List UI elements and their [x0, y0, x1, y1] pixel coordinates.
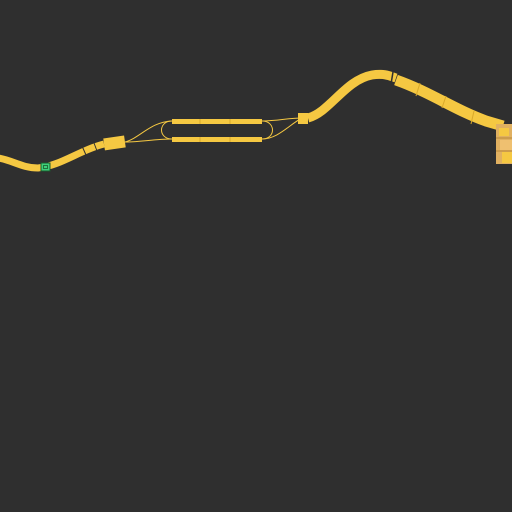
- loop-track-north[interactable]: [172, 119, 262, 124]
- track-east[interactable]: [306, 69, 398, 123]
- track-joint: [93, 142, 98, 152]
- station-icon: [43, 165, 48, 169]
- connector-line: [124, 138, 173, 143]
- track-joint: [470, 110, 475, 125]
- loop-track-south[interactable]: [172, 137, 262, 142]
- track-block-west[interactable]: [103, 135, 126, 151]
- track-joint: [81, 145, 87, 156]
- track-switch[interactable]: [298, 113, 308, 124]
- track-joint: [441, 95, 447, 109]
- station-area-east[interactable]: [496, 124, 512, 164]
- track-joint: [415, 82, 421, 97]
- station-marker[interactable]: [40, 162, 51, 172]
- track-west[interactable]: [0, 140, 105, 172]
- track-joint: [390, 71, 394, 85]
- track-east-continued[interactable]: [394, 74, 505, 132]
